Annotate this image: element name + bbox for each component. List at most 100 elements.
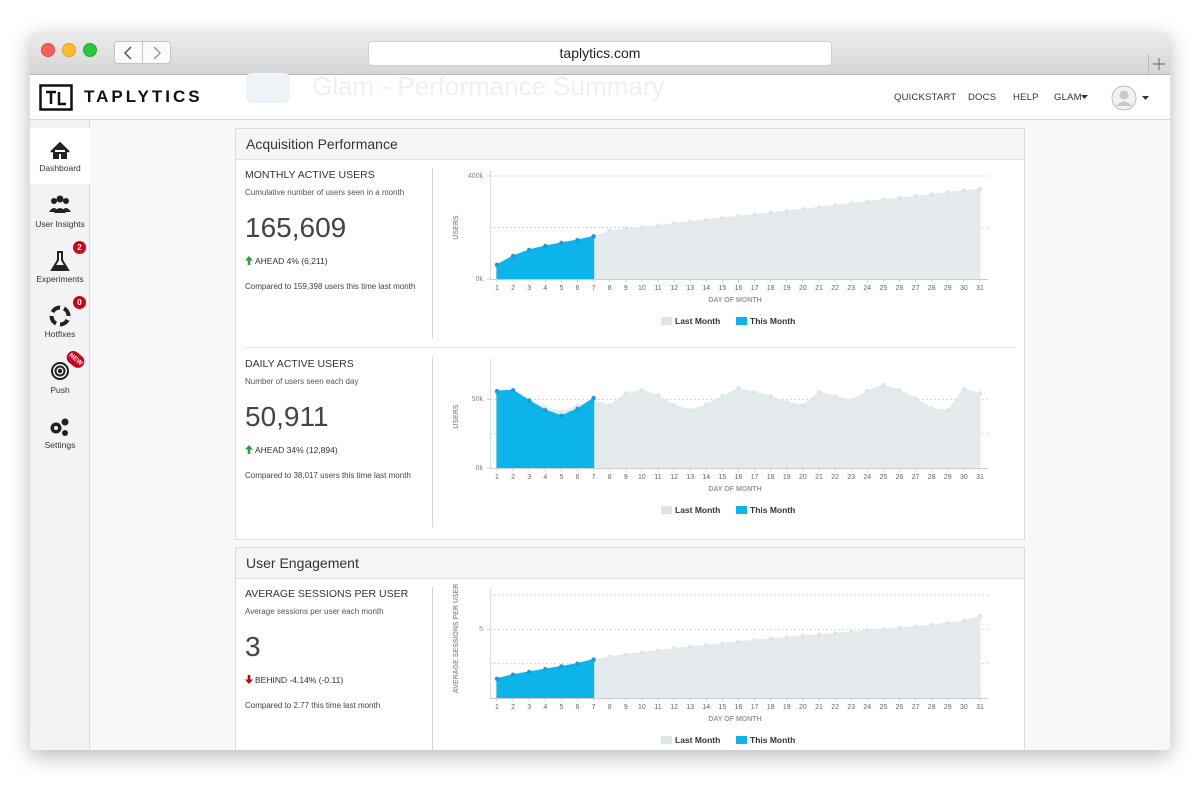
x-tick-label: 18 bbox=[767, 474, 775, 481]
metric-title: DAILY ACTIVE USERS bbox=[245, 358, 354, 370]
logo-text[interactable]: TAPLYTICS bbox=[84, 87, 203, 106]
metric-value: 50,911 bbox=[245, 401, 329, 432]
trend-arrow bbox=[245, 445, 253, 454]
x-tick-label: 20 bbox=[799, 474, 807, 481]
trend-arrow bbox=[245, 675, 253, 684]
data-point bbox=[881, 627, 886, 632]
sidebar: Dashboard User Insights Experiments Hotf… bbox=[30, 120, 90, 750]
zoom-button[interactable] bbox=[83, 43, 97, 57]
data-point bbox=[961, 188, 967, 193]
data-point bbox=[945, 190, 950, 195]
forward-arrow[interactable] bbox=[153, 46, 162, 60]
x-tick-label: 1 bbox=[495, 704, 499, 711]
data-point bbox=[720, 216, 725, 221]
x-tick-label: 12 bbox=[670, 474, 678, 481]
data-point bbox=[510, 672, 516, 677]
data-point bbox=[494, 262, 500, 268]
back-arrow[interactable] bbox=[123, 46, 132, 60]
data-point bbox=[623, 652, 628, 657]
x-tick-label: 30 bbox=[960, 474, 968, 481]
experiments-icon[interactable] bbox=[50, 251, 70, 271]
data-point bbox=[865, 199, 870, 204]
data-point bbox=[591, 395, 596, 401]
metric-comparison: Compared to 2.77 this time last month bbox=[245, 701, 381, 710]
data-point bbox=[816, 205, 822, 210]
x-tick-label: 23 bbox=[847, 285, 855, 292]
area bbox=[496, 389, 595, 469]
legend-label: This Month bbox=[750, 316, 795, 326]
legend-label: Last Month bbox=[675, 505, 720, 515]
url-bar[interactable]: taplytics.com bbox=[368, 41, 832, 66]
history-buttons[interactable] bbox=[114, 41, 172, 65]
browser-window: taplytics.com TAPLYTICS Glam - Performan… bbox=[30, 32, 1170, 750]
x-tick-label: 22 bbox=[831, 285, 839, 292]
new-tab-button[interactable] bbox=[1148, 54, 1170, 74]
settings-icon[interactable] bbox=[50, 418, 69, 437]
flask-liquid bbox=[52, 265, 68, 269]
metric-title: MONTHLY ACTIVE USERS bbox=[245, 169, 375, 181]
sidebar-label[interactable]: Push bbox=[50, 385, 70, 395]
x-tick-label: 18 bbox=[767, 285, 775, 292]
x-tick-label: 28 bbox=[928, 704, 936, 711]
data-point bbox=[736, 386, 741, 391]
badge: 0 bbox=[73, 296, 86, 309]
close-button[interactable] bbox=[41, 43, 55, 57]
data-point bbox=[527, 669, 532, 675]
sidebar-label[interactable]: User Insights bbox=[35, 219, 85, 229]
nav-docs[interactable]: DOCS bbox=[968, 92, 997, 103]
x-tick-label: 14 bbox=[702, 474, 710, 481]
panel: Acquisition Performance bbox=[235, 128, 1025, 540]
data-point bbox=[752, 212, 757, 217]
y-axis-label: AVERAGE SESSIONS PER USER bbox=[453, 584, 460, 693]
legend-swatch bbox=[736, 506, 747, 514]
x-tick-label: 16 bbox=[735, 285, 743, 292]
x-tick-label: 14 bbox=[702, 285, 710, 292]
data-point bbox=[720, 394, 725, 399]
data-point bbox=[671, 403, 677, 408]
data-point bbox=[688, 408, 693, 413]
legend-swatch bbox=[661, 506, 672, 514]
x-tick-label: 2 bbox=[511, 704, 515, 711]
data-point bbox=[494, 676, 500, 681]
logo-icon[interactable] bbox=[39, 84, 73, 111]
account-caret[interactable] bbox=[1081, 95, 1089, 101]
x-tick-label: 25 bbox=[880, 285, 888, 292]
x-tick-label: 4 bbox=[543, 474, 547, 481]
data-point bbox=[591, 234, 596, 239]
nav-help[interactable]: HELP bbox=[1013, 92, 1039, 103]
x-tick-label: 16 bbox=[735, 474, 743, 481]
panel-title: Acquisition Performance bbox=[236, 129, 1024, 160]
x-tick-label: 2 bbox=[511, 285, 515, 292]
metric-change: BEHIND -4.14% (-0.11) bbox=[255, 675, 344, 685]
legend-label: Last Month bbox=[675, 735, 720, 745]
data-point bbox=[639, 388, 645, 393]
sidebar-label[interactable]: Dashboard bbox=[39, 163, 81, 173]
data-point bbox=[527, 398, 532, 403]
nav-quickstart[interactable]: QUICKSTART bbox=[894, 92, 957, 103]
data-point bbox=[494, 389, 500, 394]
sidebar-label[interactable]: Experiments bbox=[36, 274, 84, 284]
hotfixes-icon[interactable] bbox=[49, 305, 71, 327]
x-tick-label: 17 bbox=[751, 285, 759, 292]
dashboard-icon[interactable] bbox=[50, 141, 70, 159]
data-point bbox=[977, 391, 983, 396]
push-icon[interactable] bbox=[51, 362, 69, 380]
sidebar-label[interactable]: Settings bbox=[44, 440, 76, 450]
user-insights-icon[interactable] bbox=[49, 195, 71, 214]
plus-icon bbox=[1153, 58, 1165, 70]
divider bbox=[432, 587, 433, 750]
x-tick-label: 8 bbox=[608, 474, 612, 481]
minimize-button[interactable] bbox=[62, 43, 76, 57]
data-point bbox=[945, 408, 950, 413]
x-tick-label: 19 bbox=[783, 704, 791, 711]
avatar-head bbox=[1119, 90, 1129, 100]
avatar-menu[interactable] bbox=[1111, 85, 1151, 111]
logo-glyph bbox=[46, 90, 66, 106]
divider bbox=[432, 168, 433, 338]
y-tick-label: 400k bbox=[468, 173, 484, 180]
y-tick-label: 0k bbox=[476, 465, 484, 472]
data-point bbox=[655, 393, 661, 398]
divider bbox=[432, 357, 433, 527]
nav-account[interactable]: GLAM bbox=[1054, 92, 1082, 103]
sidebar-label[interactable]: Hotfixes bbox=[44, 329, 76, 339]
